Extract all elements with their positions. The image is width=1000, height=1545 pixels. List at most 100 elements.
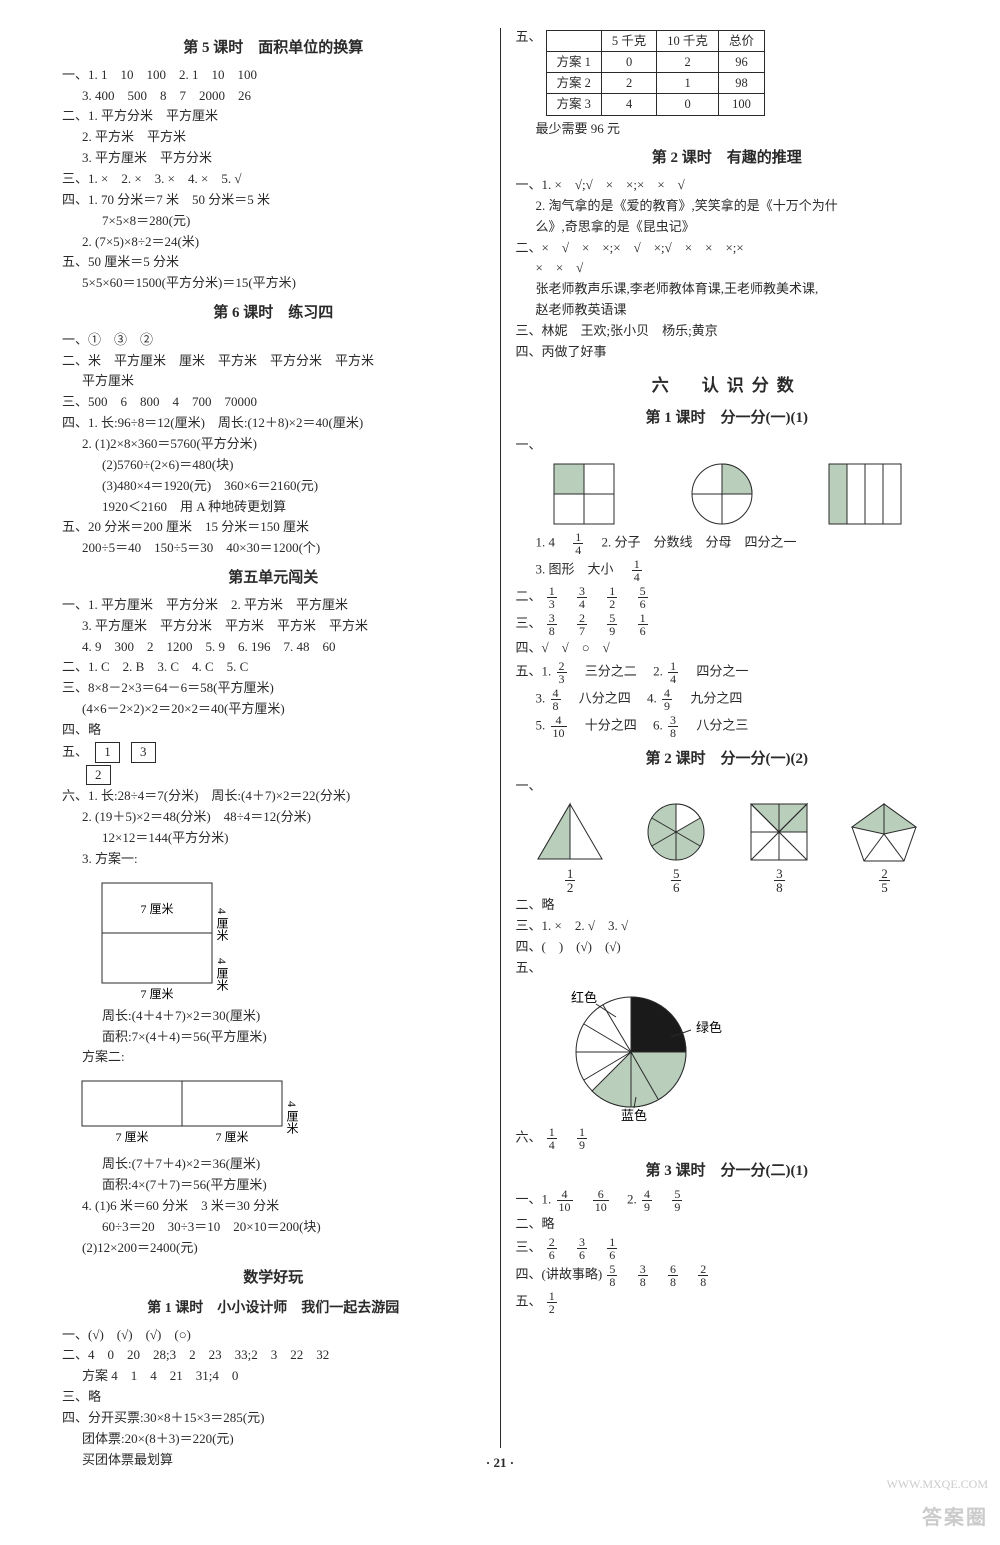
- figure-item: 38: [743, 799, 815, 894]
- text-line: 五、 12: [516, 1290, 939, 1315]
- table-cell: 总价: [718, 31, 764, 52]
- text-line: 4. (1)6 米＝60 分米 3 米＝30 分米: [62, 1197, 485, 1216]
- text-line: 张老师教声乐课,李老师教体育课,王老师教美术课,: [516, 280, 939, 299]
- text-line: 一、: [516, 777, 939, 796]
- fraction: 28: [698, 1263, 708, 1288]
- text-line: 三、 26 36 16: [516, 1236, 939, 1261]
- table-cell: 2: [601, 73, 656, 94]
- text-line: 四、1. 长:96÷8＝12(厘米) 周长:(12＋8)×2＝40(厘米): [62, 414, 485, 433]
- dim-label: 4 厘米: [215, 908, 229, 941]
- label: 5.: [536, 717, 546, 732]
- text-line: 二、1. 平方分米 平方厘米: [62, 107, 485, 126]
- text-line: 二、 13 34 12 56: [516, 585, 939, 610]
- shape-bars-icon: [819, 459, 909, 529]
- heading-unit5: 第五单元闯关: [62, 568, 485, 590]
- text-line: 5×5×60＝1500(平方分米)＝15(平方米): [62, 274, 485, 293]
- shape-pentagon-icon: [846, 799, 922, 865]
- fraction: 38: [547, 612, 557, 637]
- watermark-url: WWW.MXQE.COM: [886, 1476, 988, 1493]
- table-cell: 方案 3: [546, 94, 601, 115]
- dim-label: 4 厘米: [215, 958, 229, 991]
- label: 3.: [536, 690, 546, 705]
- text-line: 最少需要 96 元: [516, 120, 939, 139]
- text-line: 2. 平方米 平方米: [62, 128, 485, 147]
- shape-square-eighths-icon: [743, 799, 815, 865]
- fraction: 38: [774, 867, 785, 894]
- text-line: 么》,奇思拿的是《昆虫记》: [516, 218, 939, 237]
- fraction: 49: [662, 687, 672, 712]
- text-line: 四、丙做了好事: [516, 343, 939, 362]
- page-root: 第 5 课时 面积单位的换算 一、1. 1 10 100 2. 1 10 100…: [0, 0, 1000, 1545]
- label: 4.: [647, 690, 657, 705]
- label: 六、: [516, 1129, 542, 1144]
- text-line: 5. 410 十分之四 6. 38 八分之三: [516, 714, 939, 739]
- text-line: (2)5760÷(2×6)＝480(块): [62, 456, 485, 475]
- figure-item: 12: [531, 799, 609, 894]
- text-line: 2. (7×5)×8÷2＝24(米): [62, 233, 485, 252]
- text-line: 周长:(7＋7＋4)×2＝36(厘米): [62, 1155, 485, 1174]
- text-line: 四、( ) (√) (√): [516, 938, 939, 957]
- answer-box: 1: [95, 742, 120, 763]
- text-line: 二、略: [516, 1215, 939, 1234]
- table-cell: 98: [718, 73, 764, 94]
- fraction: 23: [557, 660, 567, 685]
- heading-unit6: 六 认识分数: [516, 374, 939, 399]
- label: 一、1.: [516, 1192, 552, 1207]
- figure-pie: 红色 绿色 蓝色: [516, 982, 939, 1122]
- two-column-layout: 第 5 课时 面积单位的换算 一、1. 1 10 100 2. 1 10 100…: [48, 28, 952, 1448]
- text-line: 三、 38 27 59 16: [516, 612, 939, 637]
- heading-k2f: 第 2 课时 分一分(一)(2): [516, 749, 939, 771]
- table5-row: 五、 5 千克 10 千克 总价 方案 1 0 2 96: [516, 28, 939, 118]
- answer-box: 3: [131, 742, 156, 763]
- fraction: 410: [551, 714, 567, 739]
- label: 八分之三: [696, 717, 748, 732]
- text-line: 7×5×8＝280(元): [62, 212, 485, 231]
- label: 2.: [627, 1192, 637, 1207]
- text-line: 3. 图形 大小 14: [516, 558, 939, 583]
- pie-label-blue: 蓝色: [621, 1108, 647, 1122]
- pie-label-red: 红色: [571, 990, 597, 1005]
- dim-label: 7 厘米: [215, 1130, 248, 1144]
- pie-label-green: 绿色: [696, 1020, 722, 1035]
- answer-box: 2: [86, 765, 111, 786]
- figure-plan2: 7 厘米 7 厘米 4 厘米: [62, 1071, 485, 1151]
- text-line: 一、① ③ ②: [62, 331, 485, 350]
- text-line: 三、8×8－2×3＝64－6＝58(平方厘米): [62, 679, 485, 698]
- text-line: 二、米 平方厘米 厘米 平方米 平方分米 平方米: [62, 352, 485, 371]
- text-line: 四、(讲故事略) 58 38 68 28: [516, 1263, 939, 1288]
- fraction: 56: [638, 585, 648, 610]
- text-line: 三、1. × 2. × 3. × 4. × 5. √: [62, 170, 485, 189]
- fraction: 16: [638, 612, 648, 637]
- heading-keshi6: 第 6 课时 练习四: [62, 303, 485, 325]
- table-cell: 10 千克: [657, 31, 719, 52]
- table-cell: 方案 1: [546, 52, 601, 73]
- figure-row-f1-1: [516, 459, 939, 529]
- text-line: 五、20 分米＝200 厘米 15 分米＝150 厘米: [62, 518, 485, 537]
- heading-k3f: 第 3 课时 分一分(二)(1): [516, 1161, 939, 1183]
- fraction: 56: [671, 867, 682, 894]
- table-cell: 96: [718, 52, 764, 73]
- label: 三分之二: [585, 663, 637, 678]
- label: 三、: [516, 1240, 542, 1255]
- text-line: 3. 48 八分之四 4. 49 九分之四: [516, 687, 939, 712]
- text-line: 买团体票最划算: [62, 1451, 485, 1470]
- text-line: 3. 平方厘米 平方分米 平方米 平方米 平方米: [62, 617, 485, 636]
- text-line: 平方厘米: [62, 372, 485, 391]
- label: 2. 分子 分数线 分母 四分之一: [602, 534, 797, 549]
- fraction: 59: [672, 1188, 682, 1213]
- fraction: 59: [607, 612, 617, 637]
- text-line: 3. 方案一:: [62, 850, 485, 869]
- text-line: 二、× √ × ×;× √ ×;√ × × ×;×: [516, 239, 939, 258]
- text-line: 一、1. 1 10 100 2. 1 10 100: [62, 66, 485, 85]
- table-cell: [546, 31, 601, 52]
- text-line: 周长:(4＋4＋7)×2＝30(厘米): [62, 1007, 485, 1026]
- heading-fun-k1: 第 1 课时 小小设计师 我们一起去游园: [62, 1299, 485, 1319]
- heading-keshi5: 第 5 课时 面积单位的换算: [62, 38, 485, 60]
- table-cell: 4: [601, 94, 656, 115]
- heading-k2: 第 2 课时 有趣的推理: [516, 148, 939, 170]
- label: 四、(讲故事略): [516, 1267, 603, 1282]
- text-line: 3. 400 500 8 7 2000 26: [62, 87, 485, 106]
- label: 二、: [516, 588, 542, 603]
- label: 四分之一: [696, 663, 748, 678]
- dim-label: 7 厘米: [115, 1130, 148, 1144]
